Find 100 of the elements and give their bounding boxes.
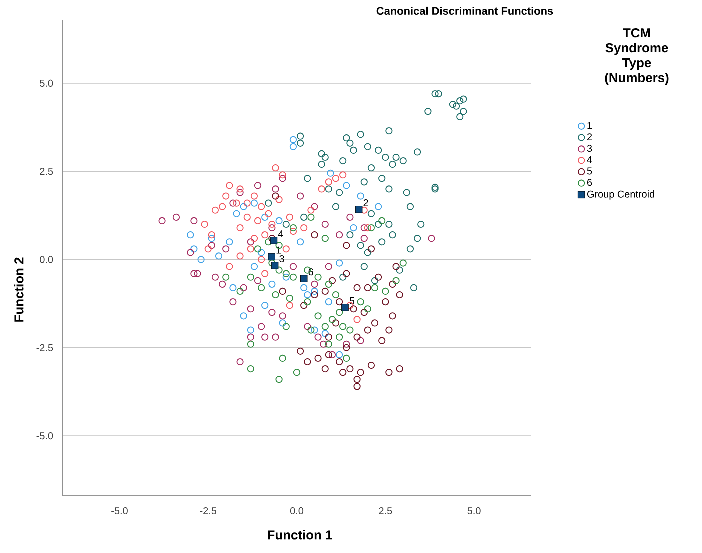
point	[265, 210, 272, 218]
point	[336, 232, 344, 239]
point	[297, 132, 304, 140]
legend-label: 4	[587, 156, 592, 164]
point	[392, 277, 400, 284]
point	[244, 200, 251, 207]
point	[247, 366, 254, 373]
point	[371, 320, 379, 327]
point	[304, 291, 312, 299]
point	[389, 232, 396, 239]
point	[226, 238, 234, 246]
point	[297, 140, 304, 147]
point	[272, 192, 280, 200]
point	[368, 164, 376, 172]
point	[320, 340, 328, 348]
point	[357, 369, 364, 376]
point	[368, 362, 376, 370]
chart-title: Canonical Discriminant Functions	[376, 6, 554, 16]
point	[354, 284, 361, 292]
point	[222, 274, 230, 281]
point	[262, 302, 269, 310]
x-tick-label: 5.0	[468, 507, 481, 515]
point	[424, 108, 432, 116]
point	[375, 146, 382, 154]
point	[233, 210, 240, 218]
point	[236, 224, 244, 232]
point	[386, 128, 393, 135]
point	[378, 337, 386, 344]
point	[230, 284, 237, 292]
point	[226, 182, 234, 190]
point	[336, 358, 344, 366]
point	[276, 376, 283, 384]
point	[327, 170, 334, 177]
point	[272, 164, 280, 172]
point	[354, 316, 361, 324]
point	[400, 157, 407, 165]
point	[240, 284, 248, 292]
point	[346, 366, 354, 373]
point	[364, 306, 372, 313]
point	[357, 192, 364, 200]
point	[360, 309, 368, 316]
point	[346, 214, 354, 221]
point	[268, 253, 276, 261]
point	[325, 340, 332, 348]
y-tick-label: 5.0	[40, 80, 54, 87]
point	[212, 274, 220, 281]
point	[300, 224, 308, 232]
point	[247, 340, 254, 348]
point	[375, 274, 382, 281]
point	[268, 309, 276, 316]
point	[336, 351, 344, 358]
point	[308, 206, 315, 214]
point	[247, 274, 254, 281]
annotation: 3	[280, 255, 284, 263]
point	[308, 326, 315, 334]
point	[254, 182, 262, 190]
point	[300, 302, 308, 310]
point	[343, 270, 350, 278]
point	[230, 298, 237, 306]
point	[236, 252, 244, 260]
point	[304, 358, 312, 366]
point	[254, 277, 262, 284]
x-axis-title: Function 1	[268, 530, 332, 540]
point	[290, 263, 298, 270]
point	[282, 274, 290, 281]
point	[340, 172, 347, 179]
x-tick-label: -2.5	[200, 507, 217, 515]
point	[318, 150, 326, 158]
point	[368, 246, 376, 253]
point	[360, 224, 368, 232]
x-tick-label: 0.0	[290, 507, 304, 515]
point	[400, 260, 407, 267]
point	[258, 323, 266, 330]
point	[254, 217, 262, 225]
point	[375, 220, 382, 228]
point	[360, 263, 368, 270]
point	[378, 175, 386, 182]
point	[247, 334, 254, 341]
point	[240, 203, 248, 210]
point	[233, 200, 240, 207]
point	[336, 309, 344, 316]
point	[190, 246, 198, 253]
point	[190, 217, 198, 225]
point	[396, 366, 404, 373]
point	[340, 369, 347, 376]
point	[322, 323, 329, 330]
point	[346, 326, 354, 334]
annotation: 4	[278, 230, 284, 238]
point	[311, 326, 318, 334]
point	[282, 270, 290, 278]
point	[346, 140, 354, 147]
point	[325, 334, 332, 341]
point	[460, 108, 468, 116]
legend-label: 5	[587, 168, 592, 175]
point	[386, 186, 393, 193]
point	[219, 203, 226, 210]
point	[236, 358, 244, 366]
point	[300, 275, 308, 282]
point	[250, 200, 258, 207]
point	[428, 235, 436, 242]
